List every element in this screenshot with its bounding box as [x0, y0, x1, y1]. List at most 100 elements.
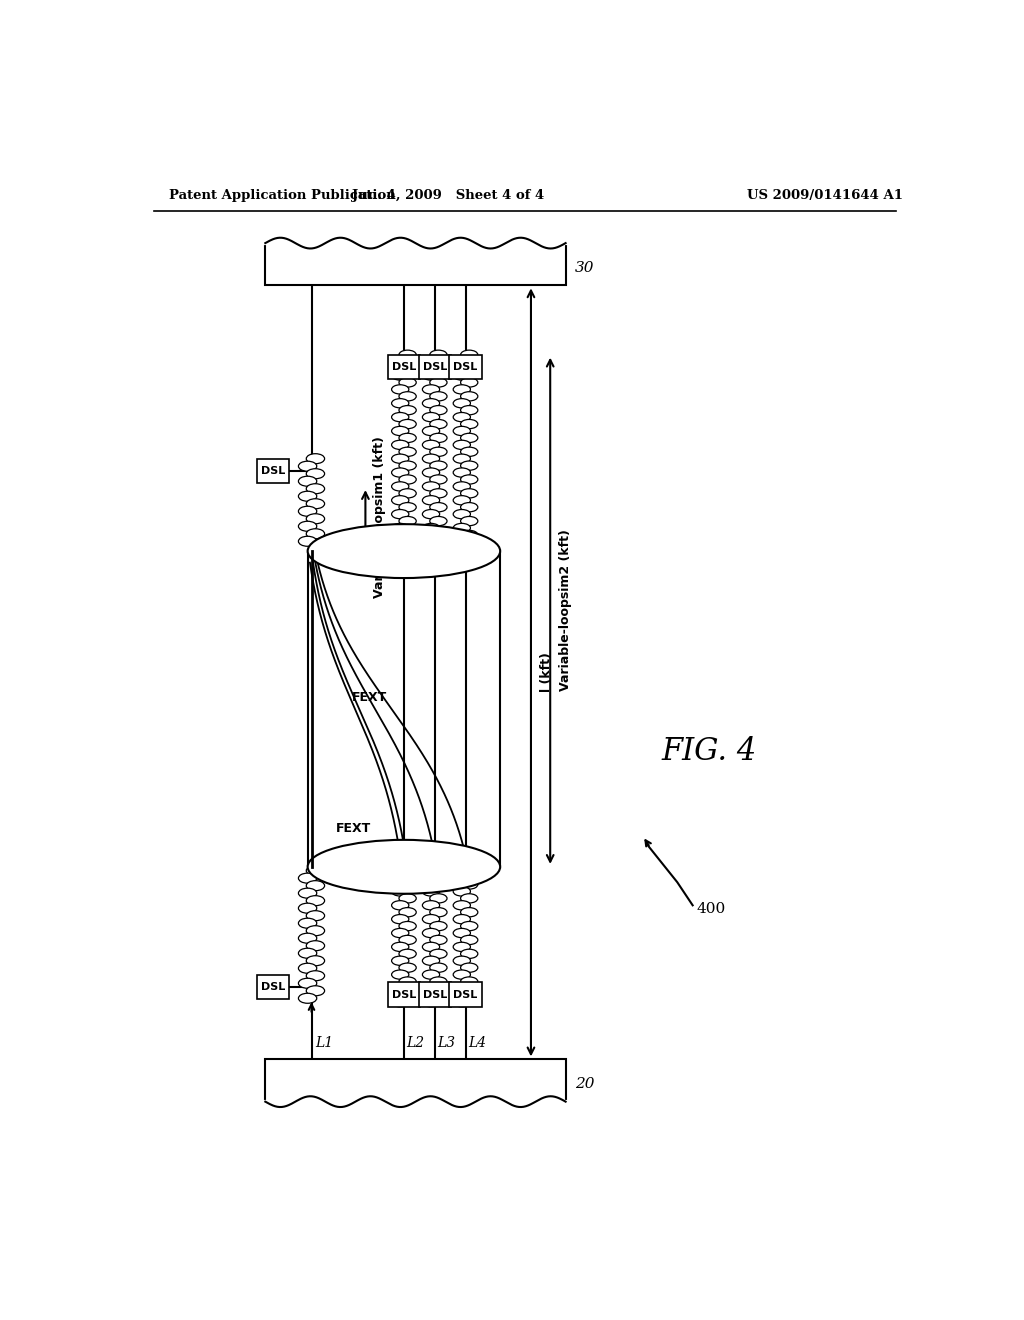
- Ellipse shape: [298, 919, 316, 928]
- Ellipse shape: [399, 866, 416, 875]
- Ellipse shape: [422, 998, 439, 1007]
- Ellipse shape: [430, 447, 447, 457]
- Ellipse shape: [306, 499, 325, 508]
- Ellipse shape: [399, 531, 416, 540]
- Ellipse shape: [399, 420, 416, 429]
- Ellipse shape: [391, 983, 409, 993]
- Ellipse shape: [306, 454, 325, 463]
- Ellipse shape: [422, 928, 439, 937]
- Ellipse shape: [306, 483, 325, 494]
- Bar: [419, 355, 451, 379]
- Ellipse shape: [391, 371, 409, 380]
- Ellipse shape: [454, 441, 470, 450]
- Ellipse shape: [298, 993, 316, 1003]
- Ellipse shape: [454, 454, 470, 463]
- Ellipse shape: [422, 358, 439, 367]
- Ellipse shape: [307, 840, 500, 894]
- Ellipse shape: [454, 358, 470, 367]
- Ellipse shape: [298, 978, 316, 989]
- Ellipse shape: [454, 537, 470, 546]
- Bar: [450, 982, 481, 1007]
- Ellipse shape: [461, 866, 478, 875]
- Ellipse shape: [306, 529, 325, 539]
- Ellipse shape: [422, 426, 439, 436]
- Ellipse shape: [422, 900, 439, 909]
- Ellipse shape: [422, 956, 439, 965]
- Ellipse shape: [391, 873, 409, 882]
- Text: Patent Application Publication: Patent Application Publication: [169, 189, 396, 202]
- Ellipse shape: [306, 911, 325, 921]
- Ellipse shape: [399, 949, 416, 958]
- Ellipse shape: [399, 488, 416, 498]
- Ellipse shape: [454, 385, 470, 395]
- Ellipse shape: [461, 405, 478, 414]
- Ellipse shape: [391, 441, 409, 450]
- Ellipse shape: [298, 521, 316, 531]
- Ellipse shape: [422, 942, 439, 952]
- Ellipse shape: [391, 385, 409, 395]
- Ellipse shape: [391, 510, 409, 519]
- Ellipse shape: [298, 903, 316, 913]
- Ellipse shape: [461, 880, 478, 890]
- Ellipse shape: [454, 413, 470, 422]
- Ellipse shape: [454, 469, 470, 478]
- Ellipse shape: [461, 936, 478, 945]
- Ellipse shape: [454, 942, 470, 952]
- Ellipse shape: [422, 441, 439, 450]
- Ellipse shape: [399, 433, 416, 442]
- Ellipse shape: [391, 426, 409, 436]
- Ellipse shape: [391, 915, 409, 924]
- Bar: [257, 459, 289, 483]
- Ellipse shape: [430, 880, 447, 890]
- Bar: [388, 982, 420, 1007]
- Ellipse shape: [391, 482, 409, 491]
- Ellipse shape: [306, 956, 325, 966]
- Ellipse shape: [430, 405, 447, 414]
- Text: 30: 30: [574, 261, 594, 275]
- Ellipse shape: [454, 887, 470, 896]
- Ellipse shape: [399, 894, 416, 903]
- Ellipse shape: [461, 364, 478, 374]
- Ellipse shape: [298, 964, 316, 973]
- Ellipse shape: [422, 469, 439, 478]
- Ellipse shape: [430, 475, 447, 484]
- Ellipse shape: [430, 977, 447, 986]
- Ellipse shape: [391, 523, 409, 532]
- Ellipse shape: [298, 873, 316, 883]
- Text: FEXT: FEXT: [351, 690, 387, 704]
- Ellipse shape: [422, 385, 439, 395]
- Ellipse shape: [391, 413, 409, 422]
- Ellipse shape: [422, 413, 439, 422]
- Ellipse shape: [422, 873, 439, 882]
- Ellipse shape: [298, 507, 316, 516]
- Ellipse shape: [430, 378, 447, 387]
- Ellipse shape: [422, 537, 439, 546]
- Ellipse shape: [391, 887, 409, 896]
- Text: 400: 400: [696, 902, 726, 916]
- Ellipse shape: [391, 399, 409, 408]
- Ellipse shape: [307, 524, 500, 578]
- Text: L2: L2: [407, 1036, 424, 1051]
- Bar: [265, 1059, 565, 1102]
- Ellipse shape: [422, 510, 439, 519]
- Ellipse shape: [391, 900, 409, 909]
- Ellipse shape: [306, 866, 325, 875]
- Ellipse shape: [391, 970, 409, 979]
- Ellipse shape: [391, 956, 409, 965]
- Ellipse shape: [461, 378, 478, 387]
- Ellipse shape: [306, 896, 325, 906]
- Ellipse shape: [454, 426, 470, 436]
- Ellipse shape: [399, 516, 416, 525]
- Ellipse shape: [430, 908, 447, 917]
- Text: DSL: DSL: [261, 466, 285, 477]
- Ellipse shape: [454, 900, 470, 909]
- Ellipse shape: [422, 887, 439, 896]
- Ellipse shape: [422, 496, 439, 506]
- Ellipse shape: [306, 469, 325, 479]
- Ellipse shape: [454, 998, 470, 1007]
- Ellipse shape: [461, 488, 478, 498]
- Ellipse shape: [461, 350, 478, 359]
- Ellipse shape: [430, 531, 447, 540]
- Ellipse shape: [298, 536, 316, 546]
- Ellipse shape: [454, 956, 470, 965]
